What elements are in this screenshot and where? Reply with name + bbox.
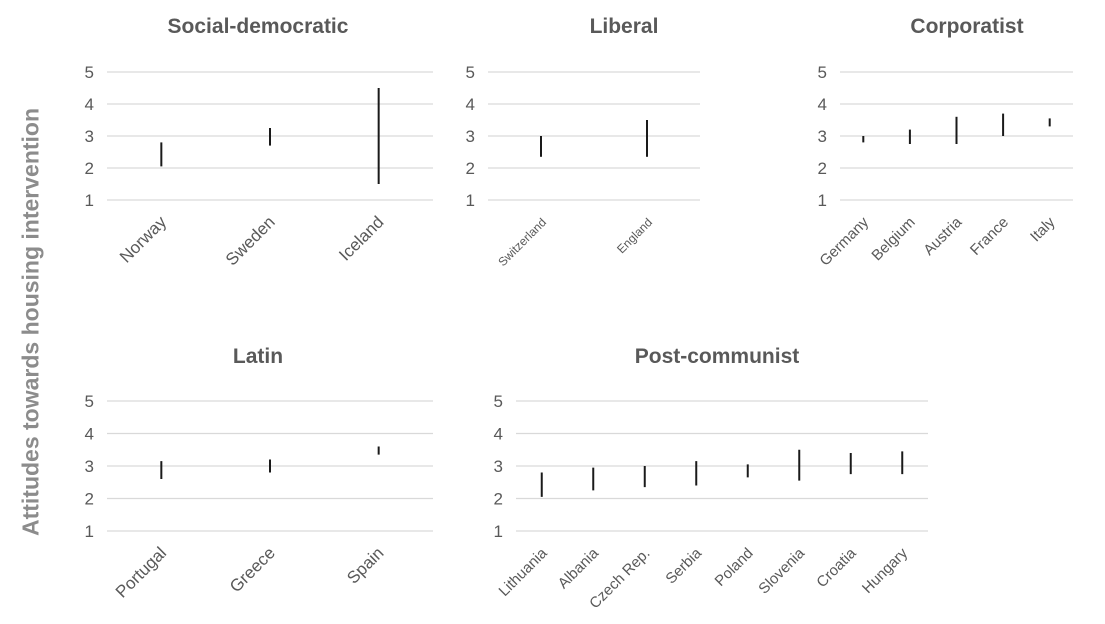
chart-title: Social-democratic	[168, 15, 349, 38]
y-tick-label: 1	[818, 191, 827, 210]
y-tick-label: 5	[494, 392, 503, 411]
y-tick-label: 2	[818, 159, 827, 178]
x-tick-label: Iceland	[335, 212, 387, 264]
y-tick-label: 2	[466, 159, 475, 178]
y-tick-label: 2	[494, 490, 503, 509]
y-tick-label: 3	[85, 457, 94, 476]
panel-social-democratic: Social-democratic 1 2 3 4 5 Norway Sweden Icelan…	[85, 15, 433, 269]
y-tick-label: 4	[818, 95, 827, 114]
y-tick-label: 2	[85, 159, 94, 178]
x-tick-label: Lithuania	[496, 544, 552, 600]
y-tick-label: 4	[466, 95, 475, 114]
panel-liberal: Liberal 1 2 3 4 5 Switzerland England	[466, 15, 700, 269]
y-tick-label: 1	[85, 522, 94, 541]
y-tick-label: 1	[85, 191, 94, 210]
x-tick-label: Germany	[816, 213, 872, 269]
x-tick-label: Italy	[1027, 213, 1059, 245]
y-tick-label: 2	[85, 490, 94, 509]
x-tick-label: Serbia	[662, 544, 705, 587]
x-tick-label: Poland	[712, 545, 757, 590]
x-tick-label: France	[967, 214, 1012, 259]
x-tick-label: Belgium	[868, 214, 918, 264]
x-tick-label: Portugal	[112, 543, 170, 601]
x-tick-label: Greece	[226, 543, 279, 596]
y-tick-label: 1	[466, 191, 475, 210]
y-tick-label: 4	[494, 425, 503, 444]
y-tick-label: 1	[494, 522, 503, 541]
x-tick-label: Norway	[116, 212, 171, 267]
x-tick-label: Spain	[343, 543, 387, 587]
chart-title: Liberal	[590, 15, 659, 38]
y-tick-label: 5	[466, 63, 475, 82]
x-tick-label: England	[614, 215, 655, 256]
x-tick-label: Sweden	[222, 212, 279, 269]
chart-title: Latin	[233, 345, 283, 368]
chart-title: Corporatist	[910, 15, 1023, 38]
y-tick-label: 3	[85, 127, 94, 146]
panel-latin: Latin 1 2 3 4 5 Portugal Greece Spain	[85, 345, 433, 602]
x-tick-label: Croatia	[813, 544, 860, 591]
x-tick-label: Hungary	[859, 544, 911, 596]
y-tick-label: 4	[85, 95, 94, 114]
chart-title: Post-communist	[635, 345, 800, 368]
x-tick-label: Albania	[555, 544, 603, 592]
x-tick-label: Slovenia	[755, 544, 808, 597]
x-tick-label: Austria	[920, 213, 965, 258]
y-tick-label: 3	[818, 127, 827, 146]
y-tick-label: 5	[85, 392, 94, 411]
y-tick-label: 3	[466, 127, 475, 146]
y-tick-label: 5	[85, 63, 94, 82]
y-tick-label: 3	[494, 457, 503, 476]
y-tick-label: 5	[818, 63, 827, 82]
y-tick-label: 4	[85, 425, 94, 444]
x-tick-label: Switzerland	[495, 215, 549, 269]
